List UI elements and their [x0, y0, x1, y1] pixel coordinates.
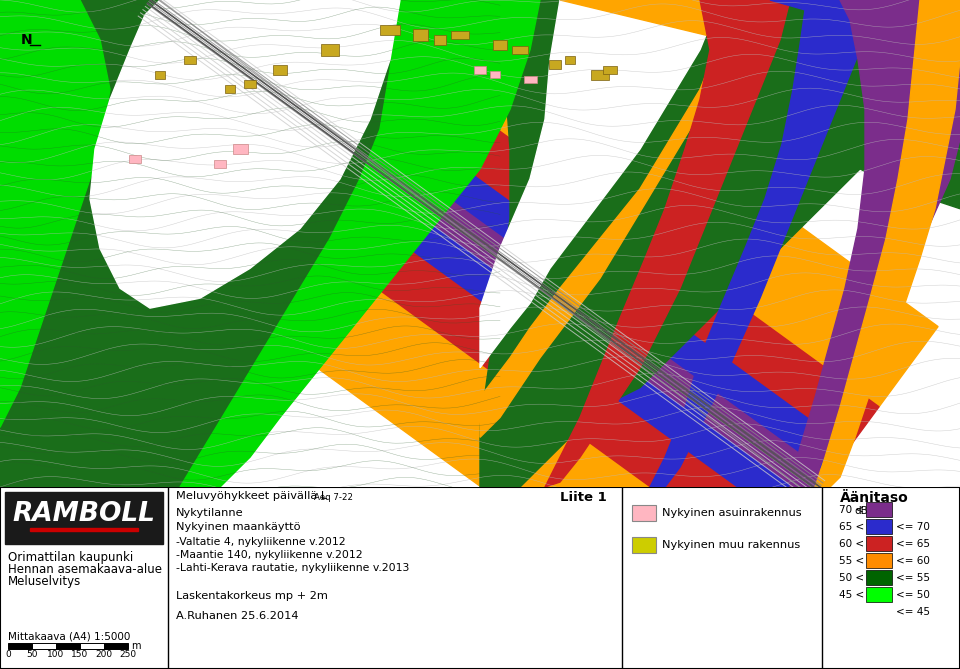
Text: Meluvyöhykkeet päivällä L: Meluvyöhykkeet päivällä L — [176, 491, 327, 501]
Polygon shape — [650, 0, 870, 487]
Polygon shape — [209, 0, 938, 407]
Bar — [184, 56, 196, 64]
Polygon shape — [815, 0, 960, 487]
Bar — [244, 80, 256, 88]
Text: <= 70: <= 70 — [896, 522, 930, 532]
Bar — [273, 65, 287, 74]
Bar — [8, 643, 32, 649]
Polygon shape — [0, 0, 500, 487]
Text: -Lahti-Kerava rautatie, nykyliikenne v.2013: -Lahti-Kerava rautatie, nykyliikenne v.2… — [176, 563, 409, 573]
Bar — [591, 70, 609, 80]
Polygon shape — [545, 0, 790, 487]
Bar — [80, 643, 104, 649]
Text: Liite 1: Liite 1 — [560, 491, 607, 504]
Text: m: m — [131, 641, 140, 651]
Bar — [866, 553, 892, 568]
Text: <= 50: <= 50 — [896, 590, 930, 600]
Text: 200: 200 — [95, 650, 112, 659]
Text: 55 <: 55 < — [839, 556, 864, 566]
Bar — [451, 31, 469, 39]
Bar — [155, 70, 165, 78]
Polygon shape — [180, 0, 879, 447]
Text: Nykyinen asuinrakennus: Nykyinen asuinrakennus — [662, 508, 802, 518]
Bar — [56, 643, 80, 649]
Polygon shape — [158, 0, 850, 475]
Bar — [321, 43, 339, 56]
Bar — [603, 66, 617, 74]
Text: Aeq 7-22: Aeq 7-22 — [314, 493, 353, 502]
Bar — [490, 70, 500, 78]
Bar — [104, 643, 128, 649]
Text: dB(A): dB(A) — [854, 505, 883, 515]
Text: Mittakaava (A4) 1:5000: Mittakaava (A4) 1:5000 — [8, 631, 131, 641]
Polygon shape — [121, 12, 811, 527]
Text: 45 <: 45 < — [839, 590, 864, 600]
Bar — [866, 587, 892, 602]
Bar — [632, 505, 656, 521]
Polygon shape — [480, 0, 960, 487]
Text: <= 60: <= 60 — [896, 556, 930, 566]
Bar — [632, 537, 656, 553]
Text: <= 45: <= 45 — [896, 607, 930, 617]
Text: 50 <: 50 < — [839, 573, 864, 583]
Text: 250: 250 — [119, 650, 136, 659]
Polygon shape — [180, 0, 540, 487]
Bar — [380, 25, 400, 35]
Bar — [474, 66, 486, 74]
Polygon shape — [90, 0, 400, 308]
Bar — [524, 76, 537, 84]
Text: <= 65: <= 65 — [896, 539, 930, 549]
Text: -Valtatie 4, nykyliikenne v.2012: -Valtatie 4, nykyliikenne v.2012 — [176, 537, 346, 547]
Bar — [434, 35, 446, 45]
Text: Orimattilan kaupunki: Orimattilan kaupunki — [8, 551, 133, 564]
Text: 50: 50 — [26, 650, 37, 659]
Text: 0: 0 — [5, 650, 11, 659]
Bar — [233, 144, 248, 154]
Bar — [493, 39, 507, 50]
Text: Hennan asemakaava-alue: Hennan asemakaava-alue — [8, 563, 162, 576]
Text: RAMBOLL: RAMBOLL — [12, 501, 156, 527]
Bar — [866, 519, 892, 534]
Text: Äänitaso: Äänitaso — [840, 491, 909, 505]
Text: Nykyinen maankäyttö: Nykyinen maankäyttö — [176, 522, 300, 532]
Bar — [214, 160, 226, 168]
Text: Nykytilanne: Nykytilanne — [176, 508, 244, 518]
Bar — [565, 56, 575, 64]
Bar — [512, 45, 528, 54]
Polygon shape — [141, 0, 828, 499]
Text: Laskentakorkeus mp + 2m: Laskentakorkeus mp + 2m — [176, 591, 328, 601]
Bar — [32, 643, 56, 649]
Polygon shape — [790, 0, 960, 487]
Bar — [30, 528, 138, 531]
Text: <= 55: <= 55 — [896, 573, 930, 583]
Text: 100: 100 — [47, 650, 64, 659]
Polygon shape — [480, 0, 720, 368]
Bar — [549, 60, 561, 69]
Bar — [866, 536, 892, 551]
Text: 60 <: 60 < — [839, 539, 864, 549]
Polygon shape — [32, 80, 761, 648]
Text: 150: 150 — [71, 650, 88, 659]
Bar — [129, 155, 141, 163]
Text: 70 <: 70 < — [839, 505, 864, 515]
Bar — [225, 86, 235, 94]
Bar — [866, 502, 892, 517]
Polygon shape — [480, 0, 730, 438]
Text: 65 <: 65 < — [839, 522, 864, 532]
Polygon shape — [0, 0, 155, 407]
Polygon shape — [91, 40, 790, 567]
Text: A.Ruhanen 25.6.2014: A.Ruhanen 25.6.2014 — [176, 611, 299, 621]
Bar — [866, 570, 892, 585]
Text: -Maantie 140, nykyliikenne v.2012: -Maantie 140, nykyliikenne v.2012 — [176, 550, 363, 560]
Text: N: N — [21, 33, 33, 47]
Text: Meluselvitys: Meluselvitys — [8, 575, 82, 588]
Polygon shape — [0, 0, 110, 427]
Bar — [413, 29, 428, 41]
Text: Nykyinen muu rakennus: Nykyinen muu rakennus — [662, 540, 801, 550]
Bar — [5, 492, 163, 544]
